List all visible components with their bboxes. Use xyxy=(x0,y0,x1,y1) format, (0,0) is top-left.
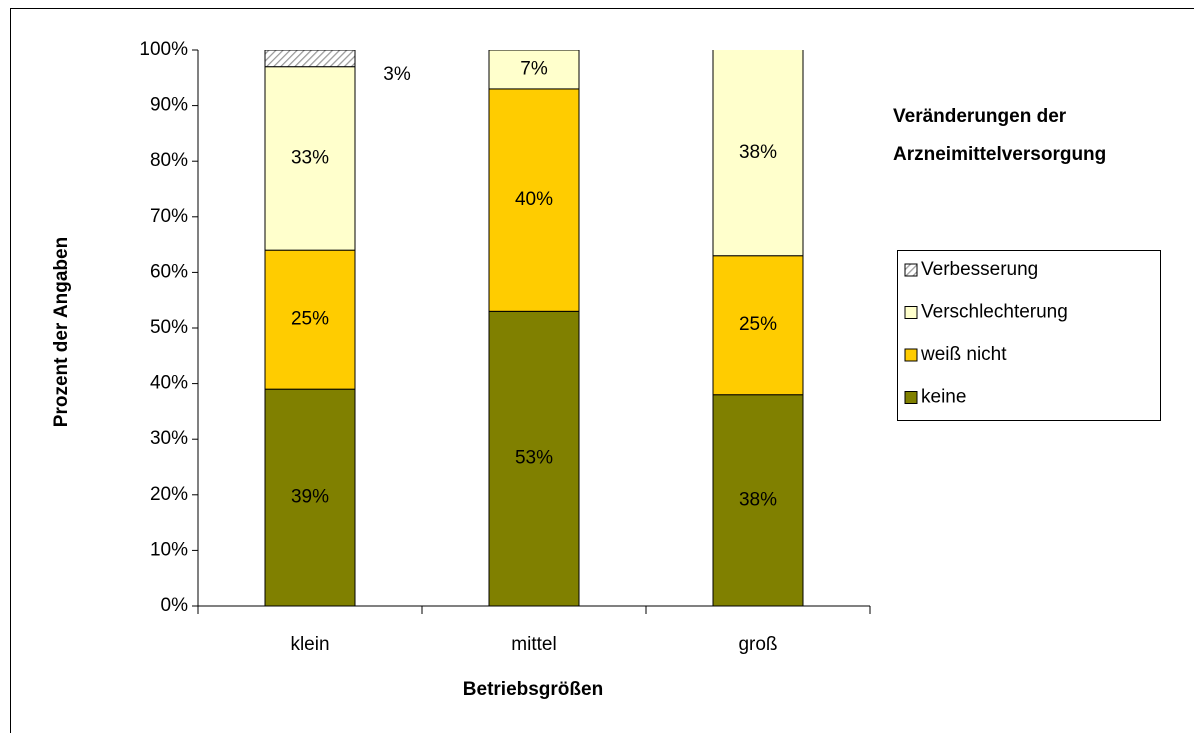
data-label: 7% xyxy=(520,58,548,79)
legend-label: keine xyxy=(921,387,966,408)
y-tick-label: 80% xyxy=(150,150,188,171)
x-tick-label: mittel xyxy=(511,634,556,655)
data-label: 33% xyxy=(291,147,329,168)
bar-segment xyxy=(712,50,804,257)
chart-title: Arzneimittelversorgung xyxy=(893,144,1106,165)
bar-segment xyxy=(712,394,804,606)
legend-swatch xyxy=(904,306,918,319)
legend-swatch xyxy=(904,348,918,362)
y-tick-label: 20% xyxy=(150,484,188,505)
bar-segment xyxy=(488,50,580,90)
chart-title: Veränderungen der xyxy=(893,106,1067,127)
legend-label: Verbesserung xyxy=(921,259,1038,280)
y-tick-label: 50% xyxy=(150,317,188,338)
data-label: 25% xyxy=(739,314,777,335)
x-tick-label: klein xyxy=(290,634,329,655)
legend-box xyxy=(897,250,1161,421)
bars xyxy=(264,50,804,606)
data-label: 38% xyxy=(739,489,777,510)
data-label: 39% xyxy=(291,487,329,508)
legend-swatch xyxy=(904,391,918,404)
data-label: 40% xyxy=(515,189,553,210)
y-axis-label: Prozent der Angaben xyxy=(51,237,72,427)
data-label: 3% xyxy=(383,64,411,85)
data-label: 38% xyxy=(739,142,777,163)
bar-segment xyxy=(264,249,356,390)
bar-segment xyxy=(712,255,804,396)
data-label: 53% xyxy=(515,448,553,469)
legend-label: Verschlechterung xyxy=(921,302,1068,323)
x-axis-label: Betriebsgrößen xyxy=(463,679,603,700)
legend-label: weiß nicht xyxy=(920,344,1007,365)
y-tick-label: 100% xyxy=(139,39,188,60)
legend-swatch xyxy=(904,263,918,277)
y-tick-label: 40% xyxy=(150,373,188,394)
bar-segment xyxy=(488,88,580,312)
bar-segment xyxy=(264,50,356,68)
y-tick-label: 30% xyxy=(150,428,188,449)
y-tick-label: 90% xyxy=(150,95,188,116)
bar-segment xyxy=(264,66,356,251)
bar-segment xyxy=(264,388,356,606)
y-tick-label: 70% xyxy=(150,206,188,227)
y-tick-label: 0% xyxy=(161,595,189,616)
data-label: 25% xyxy=(291,309,329,330)
y-tick-label: 60% xyxy=(150,261,188,282)
x-tick-label: groß xyxy=(738,634,777,655)
y-tick-label: 10% xyxy=(150,539,188,560)
